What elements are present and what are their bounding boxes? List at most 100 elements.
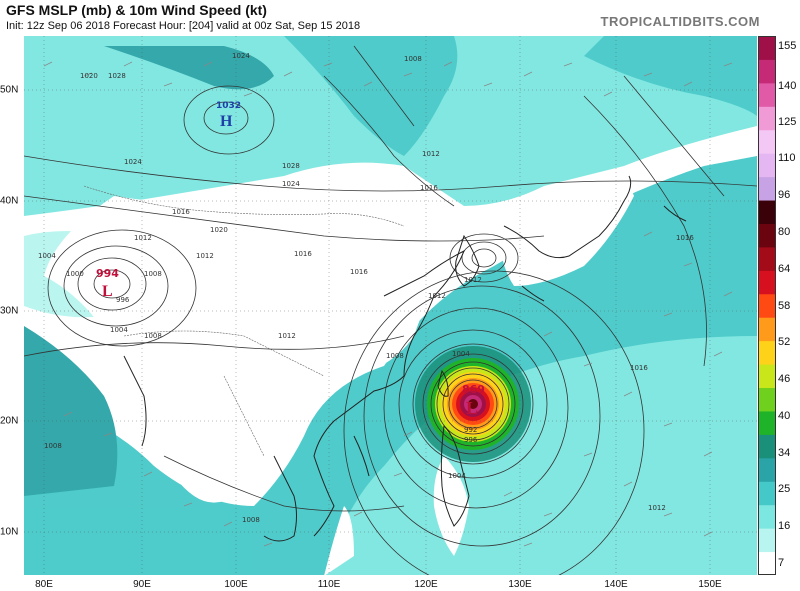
colorbar-tick: 46 [778,373,791,385]
colorbar-segment [758,457,776,482]
isobar-label: 1008 [404,55,422,63]
isobar-label: 1012 [196,252,214,260]
isobar-label: 1024 [232,52,250,60]
colorbar-tick: 140 [778,80,797,92]
isobar-label: 1012 [464,276,482,284]
isobar-label: 1008 [386,352,404,360]
colorbar-segment [758,246,776,271]
isobar-label: 1028 [282,162,300,170]
isobar-label: 1016 [172,208,190,216]
colorbar-tick: 52 [778,336,791,348]
isobar-label: 1024 [282,180,300,188]
colorbar-segment [758,434,776,459]
site-credit: TROPICALTIDBITS.COM [600,14,760,29]
isobar-label: 1004 [448,472,466,480]
colorbar-segment [758,36,776,60]
colorbar-segment [758,340,776,365]
isobar-label: 1016 [350,268,368,276]
colorbar-segment [758,528,776,553]
isobar-label: 1016 [294,250,312,258]
typhoon-wind-rings [415,346,531,462]
isobar-labels: 1020 1028 1024 1024 1008 1012 1016 1016 … [38,52,694,524]
isobar-label: 1004 [452,350,470,358]
pressure-centers: 869 L 994 L 1032 H [96,101,485,418]
low-value: 994 [96,267,119,280]
colorbar-segment [758,223,776,248]
isobar-label: 1012 [134,234,152,242]
isobar-label: 1020 [210,226,228,234]
isobar-label: 992 [464,426,477,434]
wind-speed-shading [24,36,757,575]
colorbar-segment [758,82,776,107]
isobar-contours [24,45,757,575]
lat-label: 20N [0,415,19,427]
colorbar-tick: 80 [778,226,791,238]
colorbar-tick: 40 [778,410,791,422]
colorbar-segment [758,200,776,224]
lon-label: 120E [414,579,438,590]
wind-barbs [43,61,733,547]
colorbar-segment [758,153,776,178]
isobar-label: 1000 [66,270,84,278]
colorbar-segment [758,317,776,342]
isobar-label: 1008 [44,442,62,450]
isobar-label: 1016 [630,364,648,372]
colorbar-tick: 125 [778,116,797,128]
wind-speed-colorbar [758,36,776,575]
colorbar-tick: 58 [778,300,791,312]
lon-label: 80E [35,579,53,590]
country-borders [83,185,405,457]
isobar-label: 1020 [80,72,98,80]
isobar-label: 1012 [278,332,296,340]
high-symbol: H [220,113,233,130]
colorbar-segment [758,364,776,389]
lat-label: 30N [0,305,19,317]
isobar-label: 1016 [420,184,438,192]
isobar-label: 1004 [38,252,56,260]
isobar-label: 1012 [428,292,446,300]
lon-label: 100E [224,579,248,590]
map-title: GFS MSLP (mb) & 10m Wind Speed (kt) [6,2,267,18]
colorbar-segment [758,59,776,84]
coastlines [123,175,687,542]
isobar-label: 1012 [648,504,666,512]
colorbar-segment [758,551,776,575]
colorbar-tick: 110 [778,152,796,164]
colorbar-segment [758,293,776,318]
isobar-label: 996 [116,296,130,304]
colorbar-segment [758,106,776,131]
isobar-label: 1024 [124,158,142,166]
colorbar-tick-labels: 155 140 125 110 96 80 64 58 52 46 40 34 … [778,36,800,575]
lat-label: 10N [0,526,19,538]
colorbar-segment [758,481,776,506]
colorbar-tick: 155 [778,40,797,52]
lon-label: 150E [698,579,722,590]
colorbar-tick: 34 [778,447,791,459]
high-value: 1032 [216,101,241,111]
colorbar-segment [758,129,776,154]
weather-map: 1020 1028 1024 1024 1008 1012 1016 1016 … [24,36,757,575]
colorbar-tick: 7 [778,557,785,569]
colorbar-frame [758,36,776,575]
colorbar-segment [758,387,776,412]
colorbar-tick: 96 [778,189,791,201]
map-subtitle: Init: 12z Sep 06 2018 Forecast Hour: [20… [6,20,361,32]
isobar-label: 1008 [242,516,260,524]
colorbar-segment [758,410,776,435]
isobar-label: 996 [464,436,478,444]
isobar-label: 1028 [108,72,126,80]
lon-label: 110E [317,579,341,590]
colorbar-segment [758,176,776,201]
low-symbol: L [102,283,113,300]
colorbar-tick: 64 [778,263,791,275]
colorbar-tick: 25 [778,483,791,495]
lon-label: 140E [604,579,628,590]
isobar-label: 1012 [422,150,440,158]
lon-label: 90E [133,579,151,590]
isobar-label: 1016 [676,234,694,242]
lat-label: 40N [0,195,19,207]
isobar-label: 1008 [144,270,162,278]
colorbar-segment [758,270,776,295]
lon-label: 130E [508,579,532,590]
isobar-label: 1008 [144,332,162,340]
